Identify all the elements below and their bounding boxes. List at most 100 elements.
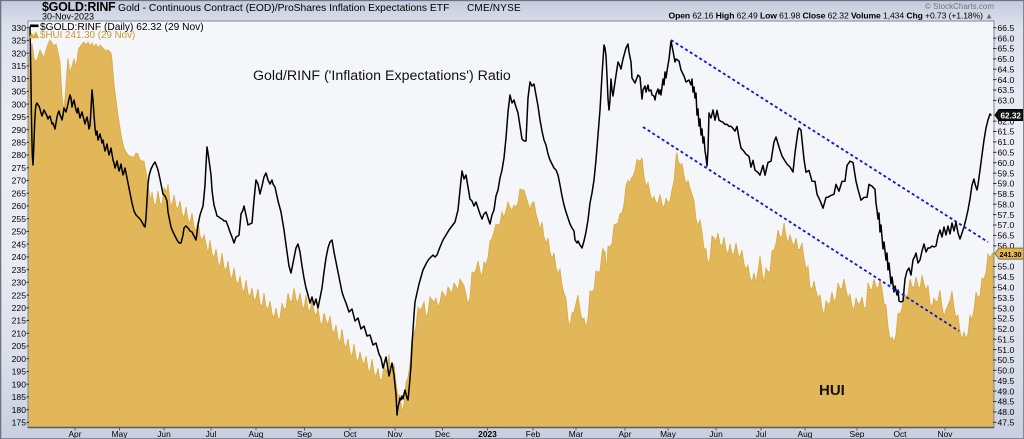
svg-text:305: 305 [12,87,27,97]
svg-text:49.0: 49.0 [998,386,1015,396]
svg-text:Sep: Sep [850,429,865,439]
svg-text:62.32: 62.32 [1001,111,1022,120]
svg-text:330: 330 [12,23,27,33]
svg-text:65.5: 65.5 [998,44,1015,54]
svg-text:53.5: 53.5 [998,293,1015,303]
svg-text:230: 230 [12,278,27,288]
svg-text:59.0: 59.0 [998,179,1015,189]
svg-text:240: 240 [12,252,27,262]
svg-text:62.0: 62.0 [998,116,1015,126]
svg-text:220: 220 [12,303,27,313]
svg-text:$HUI 241.30 (29 Nov): $HUI 241.30 (29 Nov) [40,30,135,41]
svg-text:260: 260 [12,201,27,211]
svg-text:57.5: 57.5 [998,210,1015,220]
svg-text:245: 245 [12,239,27,249]
svg-text:241.30: 241.30 [1000,250,1022,259]
svg-text:Apr: Apr [618,429,631,439]
svg-text:255: 255 [12,214,27,224]
svg-text:Sep: Sep [297,429,312,439]
svg-text:52.5: 52.5 [998,314,1015,324]
svg-text:185: 185 [12,392,27,402]
svg-text:Nov: Nov [388,429,404,439]
svg-text:Nov: Nov [938,429,954,439]
svg-text:© StockCharts.com: © StockCharts.com [925,2,994,11]
svg-text:May: May [112,429,129,439]
svg-text:47.5: 47.5 [998,418,1015,428]
svg-text:210: 210 [12,329,27,339]
svg-text:61.5: 61.5 [998,127,1015,137]
svg-text:49.5: 49.5 [998,376,1015,386]
svg-text:300: 300 [12,99,27,109]
svg-text:$GOLD:RINF (Daily) 62.32 (29 N: $GOLD:RINF (Daily) 62.32 (29 Nov) [40,22,204,33]
svg-text:175: 175 [12,418,27,428]
svg-text:285: 285 [12,138,27,148]
svg-text:225: 225 [12,290,27,300]
svg-text:50.0: 50.0 [998,366,1015,376]
svg-text:60.0: 60.0 [998,158,1015,168]
svg-text:30-Nov-2023: 30-Nov-2023 [42,12,94,22]
svg-text:215: 215 [12,316,27,326]
svg-text:63.0: 63.0 [998,96,1015,106]
svg-text:58.0: 58.0 [998,199,1015,209]
svg-text:64.5: 64.5 [998,64,1015,74]
svg-text:64.0: 64.0 [998,75,1015,85]
svg-text:Oct: Oct [343,429,357,439]
svg-text:280: 280 [12,150,27,160]
svg-text:200: 200 [12,354,27,364]
svg-text:Jul: Jul [756,429,767,439]
svg-text:May: May [660,429,677,439]
svg-text:48.5: 48.5 [998,397,1015,407]
svg-text:HUI: HUI [819,382,845,399]
svg-text:Oct: Oct [893,429,907,439]
svg-text:Aug: Aug [249,429,264,439]
svg-text:66.0: 66.0 [998,33,1015,43]
svg-text:Gold - Continuous Contract (EO: Gold - Continuous Contract (EOD)/ProShar… [118,3,449,14]
svg-text:Mar: Mar [569,429,584,439]
svg-text:53.0: 53.0 [998,303,1015,313]
svg-text:Feb: Feb [526,429,541,439]
svg-text:Apr: Apr [68,429,81,439]
svg-text:58.5: 58.5 [998,189,1015,199]
svg-text:250: 250 [12,227,27,237]
svg-text:190: 190 [12,379,27,389]
svg-text:60.5: 60.5 [998,148,1015,158]
svg-text:48.0: 48.0 [998,407,1015,417]
svg-text:65.0: 65.0 [998,54,1015,64]
svg-text:320: 320 [12,48,27,58]
svg-text:52.0: 52.0 [998,324,1015,334]
svg-text:Jun: Jun [157,429,171,439]
svg-text:66.5: 66.5 [998,23,1015,33]
svg-text:Dec: Dec [435,429,450,439]
svg-text:180: 180 [12,405,27,415]
svg-text:51.5: 51.5 [998,334,1015,344]
svg-text:56.5: 56.5 [998,231,1015,241]
svg-text:63.5: 63.5 [998,85,1015,95]
svg-text:54.0: 54.0 [998,283,1015,293]
svg-text:54.5: 54.5 [998,272,1015,282]
svg-text:57.0: 57.0 [998,220,1015,230]
svg-text:235: 235 [12,265,27,275]
svg-text:310: 310 [12,74,27,84]
svg-text:270: 270 [12,176,27,186]
svg-text:Gold/RINF ('Inflation Expectat: Gold/RINF ('Inflation Expectations') Rat… [253,68,511,84]
svg-text:315: 315 [12,61,27,71]
svg-text:295: 295 [12,112,27,122]
svg-text:325: 325 [12,36,27,46]
svg-text:Open 62.16 High 62.49 Low 61: Open 62.16 High 62.49 Low 61.98 Close 62… [668,11,993,21]
svg-text:Jun: Jun [709,429,723,439]
svg-text:59.5: 59.5 [998,168,1015,178]
svg-text:Jul: Jul [206,429,217,439]
svg-text:51.0: 51.0 [998,345,1015,355]
svg-text:55.0: 55.0 [998,262,1015,272]
svg-text:$GOLD:RINF: $GOLD:RINF [42,0,116,14]
svg-text:61.0: 61.0 [998,137,1015,147]
svg-text:56.0: 56.0 [998,241,1015,251]
svg-text:195: 195 [12,367,27,377]
svg-text:Aug: Aug [798,429,813,439]
svg-text:265: 265 [12,188,27,198]
svg-text:290: 290 [12,125,27,135]
svg-text:205: 205 [12,341,27,351]
svg-text:275: 275 [12,163,27,173]
svg-text:CME/NYSE: CME/NYSE [467,3,521,14]
svg-text:2023: 2023 [478,429,497,439]
